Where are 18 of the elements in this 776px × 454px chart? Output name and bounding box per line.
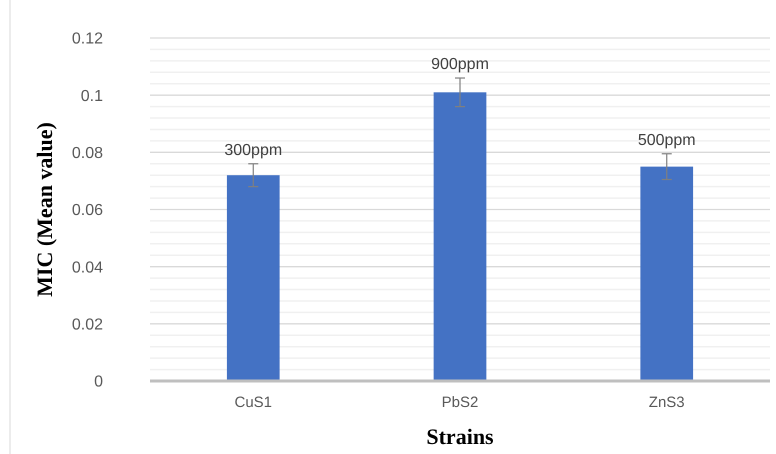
x-tick-label: PbS2 — [442, 394, 478, 411]
y-tick-label: 0.1 — [80, 88, 104, 105]
y-tick-label: 0.12 — [72, 30, 104, 48]
annotation: 900ppm — [431, 56, 489, 74]
y-tick-label: 0.04 — [72, 259, 104, 276]
bar — [226, 175, 280, 381]
bar — [640, 166, 694, 381]
y-tick-label: 0.02 — [72, 316, 104, 334]
bar — [434, 92, 486, 381]
y-tick-label: 0.08 — [72, 144, 104, 162]
annotation: 500ppm — [638, 132, 696, 149]
x-axis-title: Strains — [426, 424, 494, 449]
y-axis-title: MIC (Mean value) — [32, 122, 57, 297]
x-tick-label: CuS1 — [234, 394, 272, 411]
y-tick-label: 0 — [94, 374, 104, 391]
x-tick-label: ZnS3 — [648, 394, 685, 411]
y-tick-label: 0.06 — [72, 202, 104, 220]
annotation: 300ppm — [224, 142, 282, 159]
